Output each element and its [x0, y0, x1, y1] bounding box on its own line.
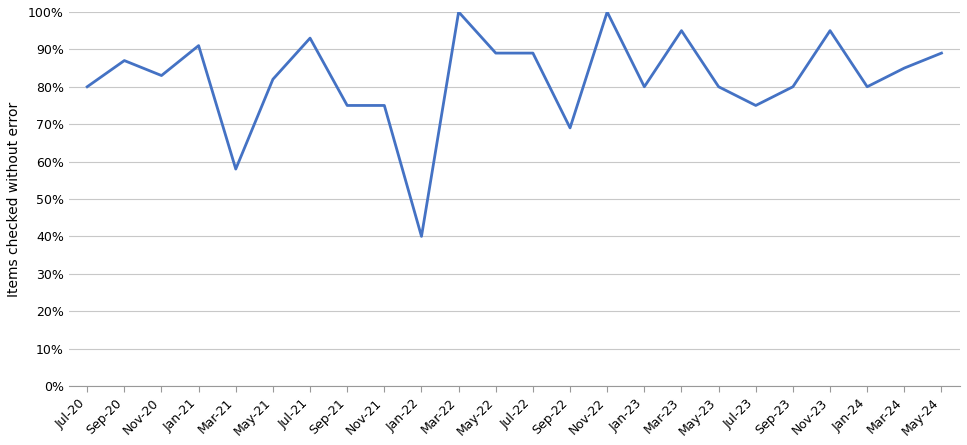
Y-axis label: Items checked without error: Items checked without error [7, 101, 21, 297]
